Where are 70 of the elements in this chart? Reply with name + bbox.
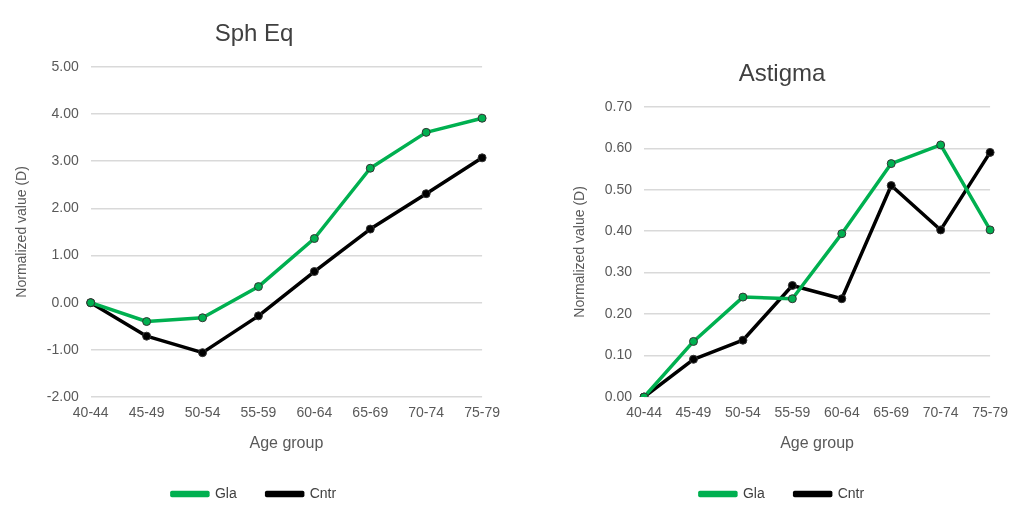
y-tick-label: 5.00 xyxy=(51,57,79,74)
x-tick-label: 40-44 xyxy=(72,404,109,421)
chart-title: Sph Eq xyxy=(214,19,294,47)
point xyxy=(837,294,847,304)
x-tick-label: 60-64 xyxy=(296,404,333,421)
point xyxy=(253,282,263,292)
x-tick-label: 45-49 xyxy=(128,404,165,421)
y-tick-label: 0.00 xyxy=(51,293,79,310)
point xyxy=(142,331,152,341)
y-tick-label: 2.00 xyxy=(51,199,79,216)
x-tick-label: 40-44 xyxy=(626,404,663,421)
point xyxy=(688,336,698,346)
legend-label: Cntr xyxy=(309,484,337,501)
point xyxy=(477,113,487,123)
point xyxy=(309,267,319,277)
x-tick-label: 65-69 xyxy=(873,404,910,421)
x-tick-label: 60-64 xyxy=(823,404,860,421)
point xyxy=(688,354,698,364)
x-tick-label: 50-54 xyxy=(184,404,221,421)
y-tick-label: 0.70 xyxy=(604,97,633,114)
point xyxy=(985,147,995,157)
point xyxy=(886,159,896,169)
y-tick-label: -2.00 xyxy=(46,387,79,404)
point xyxy=(309,234,319,243)
legend-label: Gla xyxy=(742,484,765,501)
point xyxy=(787,294,797,304)
x-tick-label: 50-54 xyxy=(725,404,762,421)
x-axis-title: Age group xyxy=(780,433,855,451)
y-tick-label: 3.00 xyxy=(51,152,79,168)
x-tick-label: 65-69 xyxy=(352,404,389,421)
point xyxy=(142,317,152,327)
y-tick-label: 0.20 xyxy=(604,304,633,321)
x-tick-label: 45-49 xyxy=(675,404,712,421)
point xyxy=(253,311,263,321)
point xyxy=(837,229,847,239)
y-tick-label: 0.40 xyxy=(604,222,633,239)
x-axis-title: Age group xyxy=(249,433,324,451)
x-tick-label: 75-79 xyxy=(972,404,1009,421)
legend-label: Cntr xyxy=(837,484,865,501)
point xyxy=(886,181,896,191)
y-tick-label: -1.00 xyxy=(46,340,79,357)
x-tick-label: 55-59 xyxy=(240,404,277,421)
x-tick-label: 70-74 xyxy=(408,404,445,421)
point xyxy=(365,224,375,234)
legend-label: Gla xyxy=(214,484,237,501)
x-tick-label: 55-59 xyxy=(774,404,811,421)
point xyxy=(198,313,208,323)
y-tick-label: 0.60 xyxy=(604,139,633,156)
y-tick-label: 0.50 xyxy=(604,180,633,197)
x-tick-label: 70-74 xyxy=(922,404,959,421)
y-tick-label: 0.00 xyxy=(604,387,633,404)
point xyxy=(421,189,431,199)
point xyxy=(421,127,431,137)
x-tick-label: 75-79 xyxy=(464,404,501,421)
point xyxy=(985,225,995,235)
y-tick-label: 4.00 xyxy=(51,104,79,121)
y-axis-title: Normalized value (D) xyxy=(13,166,30,298)
point xyxy=(936,140,946,150)
point xyxy=(787,280,797,290)
y-tick-label: 1.00 xyxy=(51,246,79,263)
point xyxy=(365,163,375,173)
y-tick-label: 0.10 xyxy=(604,346,633,363)
point xyxy=(477,153,487,163)
point xyxy=(936,225,946,235)
point xyxy=(198,348,208,358)
point xyxy=(738,292,748,302)
y-tick-label: 0.30 xyxy=(604,263,633,280)
chart-title: Astigma xyxy=(738,59,826,87)
y-axis-title: Normalized value (D) xyxy=(571,186,588,318)
point xyxy=(738,335,748,345)
